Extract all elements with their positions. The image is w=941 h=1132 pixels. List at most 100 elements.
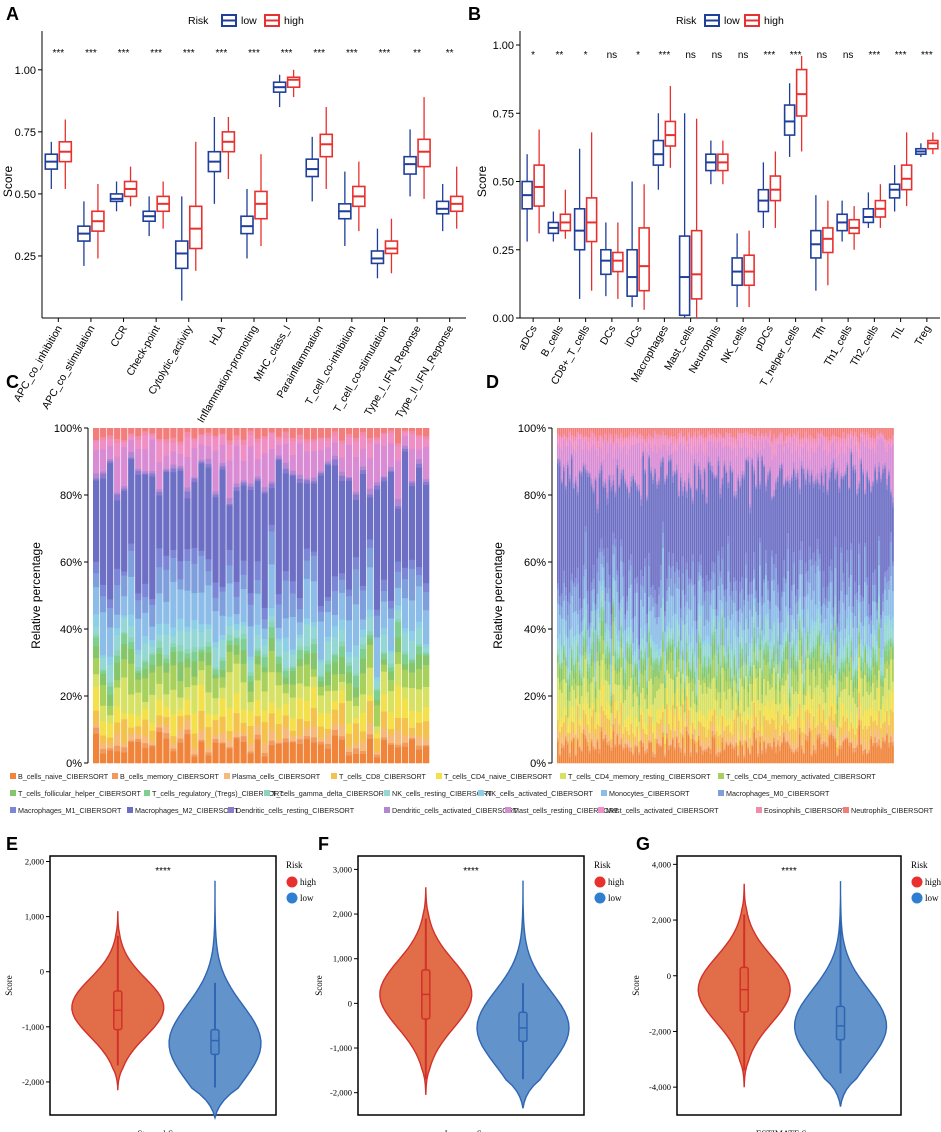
bar-segment (560, 717, 563, 727)
bar-segment (592, 439, 595, 445)
bar-segment (777, 740, 779, 746)
bar-segment (773, 643, 775, 647)
bar-segment (275, 638, 282, 642)
bar-segment (156, 634, 163, 641)
bar-segment (415, 434, 423, 438)
bar-segment (373, 680, 381, 689)
bar-segment (741, 647, 744, 650)
bar-segment (757, 716, 760, 731)
bar-segment (380, 739, 388, 764)
bar-segment (656, 675, 658, 691)
bar-segment (654, 589, 656, 604)
bar-segment (646, 728, 648, 735)
bar-segment (761, 750, 763, 755)
bar-segment (566, 685, 569, 701)
bar-segment (874, 467, 876, 472)
bar-segment (580, 472, 583, 477)
bar-segment (580, 673, 583, 678)
bar-segment (562, 439, 565, 465)
bar-segment (604, 649, 607, 654)
bar-segment (622, 726, 625, 734)
bar-segment (673, 747, 676, 751)
bar-segment (790, 728, 793, 744)
bar-segment (691, 504, 694, 555)
bar-segment (128, 614, 135, 627)
bar-segment (638, 489, 641, 493)
bar-segment (852, 739, 855, 749)
bar-segment (310, 477, 317, 482)
bar-segment (600, 731, 603, 764)
bar-segment (790, 477, 793, 482)
bar-segment (156, 715, 163, 725)
bar-segment (763, 448, 765, 465)
bar-segment (713, 709, 716, 726)
bar-segment (808, 475, 811, 483)
bar-segment (721, 436, 724, 439)
box-low (403, 155, 417, 175)
bar-segment (802, 448, 805, 469)
bar-segment (644, 428, 647, 439)
bar-segment (648, 454, 650, 457)
bar-segment (247, 711, 254, 727)
bar-segment (848, 448, 851, 488)
bar-segment (858, 480, 861, 485)
bar-segment (874, 629, 876, 635)
bar-segment (562, 722, 565, 737)
bar-segment (612, 544, 615, 555)
bar-segment (408, 559, 416, 569)
bar-segment (652, 662, 654, 671)
bar-segment (422, 653, 430, 656)
bar-segment (798, 486, 801, 490)
bar-segment (705, 686, 708, 694)
bar-segment (634, 444, 637, 480)
bar-segment (100, 439, 107, 450)
bar-segment (582, 733, 585, 764)
bar-segment (717, 550, 720, 556)
bar-segment (725, 588, 728, 602)
significance-label: *** (150, 48, 162, 59)
bar-segment (170, 642, 177, 648)
bar-segment (275, 742, 282, 745)
bar-segment (753, 448, 756, 468)
bar-segment (324, 748, 332, 764)
bar-segment (713, 653, 716, 678)
bar-segment (618, 743, 621, 747)
bar-segment (854, 744, 857, 749)
bar-segment (660, 656, 662, 659)
bar-segment (261, 491, 268, 494)
bar-segment (717, 554, 720, 586)
bar-segment (610, 695, 613, 701)
bar-segment (846, 428, 849, 434)
bar-segment (558, 682, 561, 690)
bar-segment (866, 584, 869, 616)
bar-segment (628, 734, 631, 743)
bar-segment (107, 722, 114, 738)
bar-segment (779, 470, 781, 611)
bar-segment (687, 662, 690, 669)
bar-segment (777, 428, 779, 437)
bar-segment (669, 643, 672, 647)
bar-segment (366, 443, 374, 459)
bar-segment (693, 655, 696, 669)
bar-segment (864, 434, 867, 440)
bar-segment (422, 643, 430, 648)
bar-segment (630, 650, 633, 664)
bar-segment (834, 603, 837, 621)
bar-segment (652, 721, 654, 733)
bar-segment (838, 748, 841, 764)
bar-segment (620, 667, 623, 692)
bar-segment (858, 428, 861, 443)
bar-segment (247, 671, 254, 676)
bar-segment (666, 590, 668, 602)
bar-segment (717, 756, 720, 764)
bar-segment (864, 428, 867, 435)
bar-segment (677, 701, 680, 721)
bar-segment (830, 721, 833, 733)
bar-segment (618, 640, 621, 647)
bar-segment (558, 732, 561, 746)
box-high (927, 139, 939, 150)
bar-segment (634, 435, 637, 445)
bar-segment (713, 478, 716, 563)
bar-segment (331, 729, 339, 736)
